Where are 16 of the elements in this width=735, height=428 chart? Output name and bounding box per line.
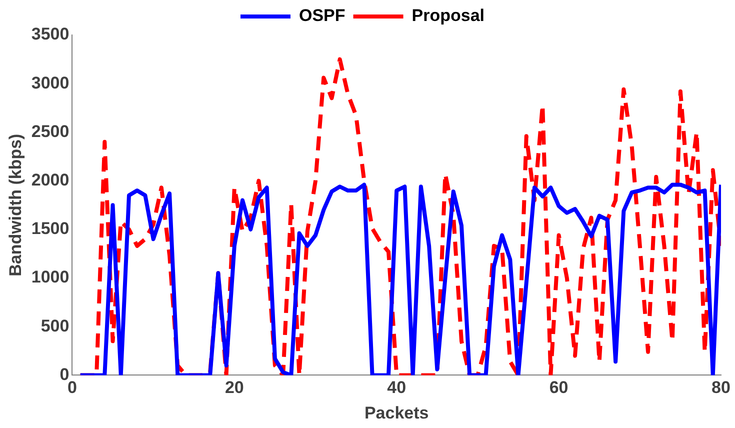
x-axis-title: Packets	[364, 403, 429, 422]
x-tick-label: 20	[224, 378, 244, 398]
y-tick-label: 1000	[31, 268, 70, 287]
y-tick-label: 3500	[31, 24, 70, 44]
x-tick-label: 80	[712, 378, 730, 398]
x-tick-label: 40	[387, 378, 406, 398]
y-tick-label: 2000	[31, 170, 70, 190]
legend-label: Proposal	[412, 6, 485, 26]
x-tick-label: 60	[549, 378, 568, 398]
y-tick-label: 0	[60, 364, 70, 384]
y-tick-label: 2500	[31, 122, 70, 141]
y-tick-label: 3000	[31, 73, 70, 92]
y-tick-label: 1500	[31, 219, 70, 238]
y-axis-title: Bandwidth (kbps)	[6, 134, 25, 276]
legend-label: OSPF	[298, 6, 346, 26]
y-tick-label: 500	[40, 316, 70, 336]
